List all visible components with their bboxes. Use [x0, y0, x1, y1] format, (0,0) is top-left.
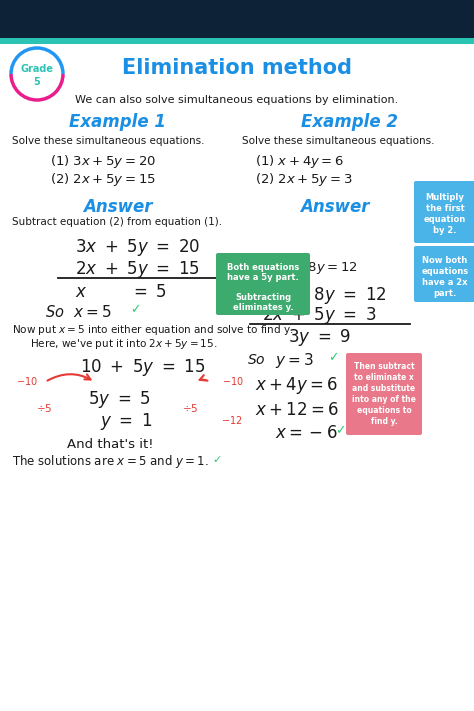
Text: Now put $x = 5$ into either equation and solve to find y.: Now put $x = 5$ into either equation and…: [12, 323, 294, 337]
Text: $-12$: $-12$: [355, 414, 376, 426]
Text: (3)  $2x + 8y = 12$: (3) $2x + 8y = 12$: [248, 259, 358, 275]
Text: $x + 4y = 6$: $x + 4y = 6$: [255, 375, 338, 395]
Text: $5y\ =\ 5$: $5y\ =\ 5$: [88, 390, 151, 410]
Text: have a 5y part.: have a 5y part.: [227, 273, 299, 282]
Text: Now both: Now both: [422, 256, 468, 265]
Text: $\div 5$: $\div 5$: [182, 402, 198, 414]
Text: (2) $2x + 5y = 15$: (2) $2x + 5y = 15$: [50, 171, 156, 188]
Text: $\mathit{So}$: $\mathit{So}$: [247, 353, 265, 367]
Text: ✓: ✓: [212, 455, 221, 465]
Text: Example 1: Example 1: [70, 113, 166, 131]
Text: (1) $x + 4y = 6$: (1) $x + 4y = 6$: [255, 154, 344, 171]
Text: Subtracting: Subtracting: [235, 293, 291, 302]
Text: ✓: ✓: [335, 424, 346, 437]
Text: $x + 12 = 6$: $x + 12 = 6$: [255, 401, 339, 419]
Text: Here, we've put it into $2x + 5y = 15$.: Here, we've put it into $2x + 5y = 15$.: [30, 337, 217, 351]
Text: The solutions are $x = 5$ and $y = 1$.: The solutions are $x = 5$ and $y = 1$.: [12, 454, 209, 471]
Text: the first: the first: [426, 204, 465, 213]
Text: equations to: equations to: [356, 406, 411, 415]
Text: into any of the: into any of the: [352, 395, 416, 404]
Text: $2x\ +\ 5y\ =\ 15$: $2x\ +\ 5y\ =\ 15$: [75, 260, 200, 281]
Text: Solve these simultaneous equations.: Solve these simultaneous equations.: [242, 136, 435, 146]
Text: Subtract equation (2) from equation (1).: Subtract equation (2) from equation (1).: [12, 217, 222, 227]
Text: $-12$: $-12$: [221, 414, 243, 426]
Text: $x$: $x$: [75, 283, 87, 301]
Text: (2) $2x + 5y = 3$: (2) $2x + 5y = 3$: [255, 171, 353, 188]
Text: 5: 5: [34, 77, 40, 87]
Text: Grade: Grade: [20, 64, 54, 74]
Text: $\mathit{So}$: $\mathit{So}$: [45, 304, 64, 320]
Text: Elimination method: Elimination method: [122, 58, 352, 78]
Text: $\div 5$: $\div 5$: [36, 402, 52, 414]
Text: part.: part.: [433, 289, 456, 298]
Text: find y.: find y.: [371, 417, 397, 426]
Text: eliminates y.: eliminates y.: [233, 303, 293, 312]
Text: by 2.: by 2.: [433, 226, 457, 235]
Text: Answer: Answer: [83, 198, 153, 216]
Text: $-10$: $-10$: [16, 375, 38, 387]
FancyBboxPatch shape: [346, 353, 422, 435]
Text: Answer: Answer: [300, 198, 370, 216]
Text: have a 2x: have a 2x: [422, 278, 468, 287]
Text: $y\ =\ 1$: $y\ =\ 1$: [100, 412, 153, 432]
Text: equations: equations: [421, 267, 469, 276]
Text: Then subtract: Then subtract: [354, 362, 414, 371]
Text: Solve these simultaneous equations.: Solve these simultaneous equations.: [12, 136, 204, 146]
FancyBboxPatch shape: [216, 253, 310, 315]
FancyBboxPatch shape: [414, 181, 474, 243]
Text: $10\ +\ 5y\ =\ 15$: $10\ +\ 5y\ =\ 15$: [80, 358, 206, 378]
Text: We can also solve simultaneous equations by elimination.: We can also solve simultaneous equations…: [75, 95, 399, 105]
FancyBboxPatch shape: [0, 0, 474, 38]
FancyBboxPatch shape: [414, 246, 474, 302]
FancyBboxPatch shape: [0, 38, 474, 44]
Text: And that's it!: And that's it!: [67, 439, 153, 451]
Text: $2x\ +\ 8y\ =\ 12$: $2x\ +\ 8y\ =\ 12$: [262, 284, 387, 306]
Text: Example 2: Example 2: [301, 113, 399, 131]
Text: ✓: ✓: [130, 304, 140, 316]
Text: Both equations: Both equations: [227, 263, 299, 272]
Text: $y = 3$: $y = 3$: [275, 351, 314, 370]
Text: $x = 5$: $x = 5$: [73, 304, 111, 320]
Text: (1) $3x + 5y = 20$: (1) $3x + 5y = 20$: [50, 154, 156, 171]
Text: $3y\ =\ 9$: $3y\ =\ 9$: [288, 328, 351, 348]
Text: ✓: ✓: [328, 351, 338, 365]
Text: to eliminate x: to eliminate x: [354, 373, 414, 382]
Text: $-10$: $-10$: [222, 375, 244, 387]
Text: $x = -6$: $x = -6$: [275, 424, 337, 442]
Text: $2x\ +\ 5y\ =\ 3$: $2x\ +\ 5y\ =\ 3$: [262, 306, 376, 326]
Text: equation: equation: [424, 215, 466, 224]
Text: and substitute: and substitute: [353, 384, 416, 393]
Text: $3x\ +\ 5y\ =\ 20$: $3x\ +\ 5y\ =\ 20$: [75, 237, 201, 259]
Text: $=\ 5$: $=\ 5$: [130, 283, 167, 301]
Text: Multiply: Multiply: [426, 193, 465, 202]
